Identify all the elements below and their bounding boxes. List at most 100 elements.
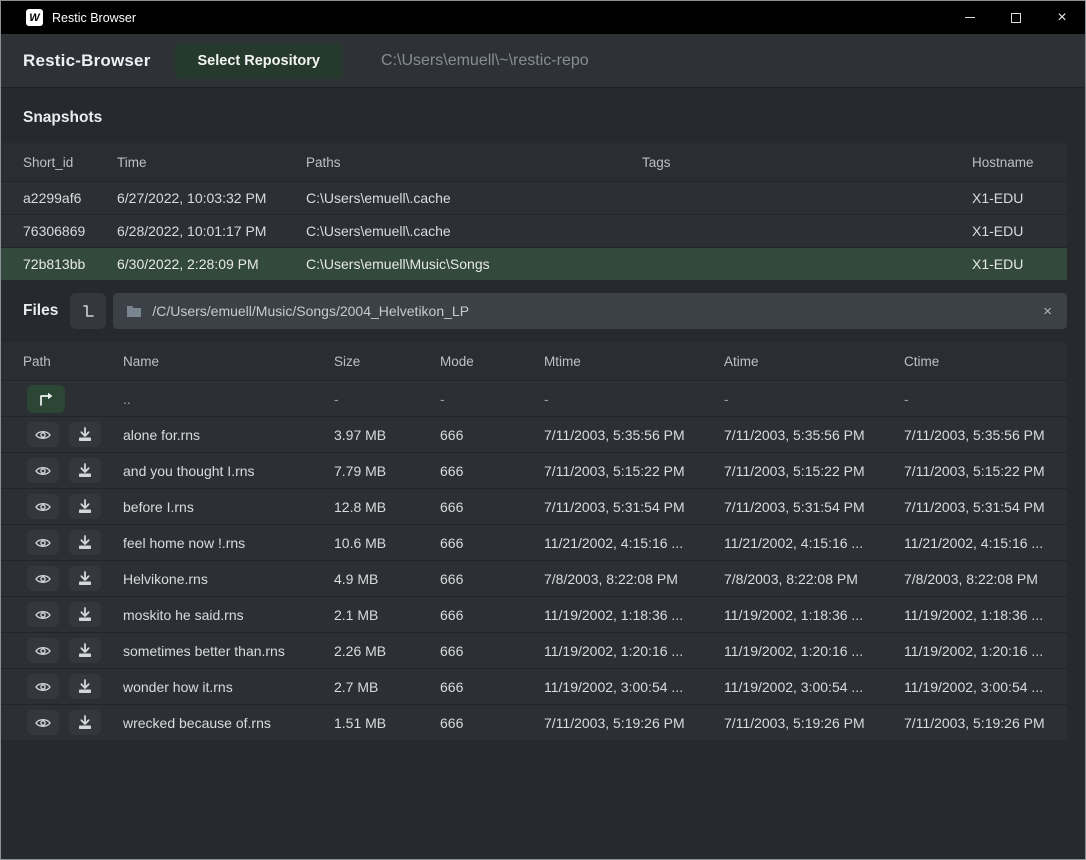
column-header-ctime: Ctime [904, 353, 940, 369]
files-section-title: Files [23, 302, 59, 319]
file-mode: 666 [440, 462, 464, 479]
restore-file-button[interactable] [69, 674, 101, 699]
file-mtime: 11/19/2002, 1:18:36 ... [544, 606, 684, 623]
preview-file-button[interactable] [27, 602, 59, 627]
restore-file-button[interactable] [69, 566, 101, 591]
snapshot-paths: C:\Users\emuell\Music\Songs [306, 256, 490, 272]
file-row[interactable]: moskito he said.rns 2.1 MB 666 11/19/2002, … [1, 596, 1067, 632]
snapshot-time: 6/30/2022, 2:28:09 PM [117, 256, 259, 272]
current-path-bar[interactable]: /C/Users/emuell/Music/Songs/2004_Helveti… [113, 293, 1067, 329]
file-ctime: 11/19/2002, 3:00:54 ... [904, 678, 1044, 695]
file-row[interactable]: wrecked because of.rns 1.51 MB 666 7/11/200… [1, 704, 1067, 740]
preview-eye-icon [35, 718, 51, 727]
column-header-hostname: Hostname [972, 154, 1034, 170]
folder-icon [127, 306, 142, 317]
up-directory-arrow-icon [40, 392, 53, 406]
restore-file-button[interactable] [69, 602, 101, 627]
file-name: Helvikone.rns [123, 570, 208, 587]
download-icon [79, 463, 91, 477]
file-row[interactable]: sometimes better than.rns 2.26 MB 666 11/19… [1, 632, 1067, 668]
clear-path-icon[interactable]: × [1043, 302, 1052, 320]
snapshot-short-id: 72b813bb [23, 256, 86, 272]
maximize-button[interactable] [993, 1, 1039, 34]
tree-view-toggle-button[interactable] [70, 293, 107, 329]
restore-file-button[interactable] [69, 458, 101, 483]
file-name: feel home now !.rns [123, 534, 246, 551]
file-mtime: 7/11/2003, 5:15:22 PM [544, 462, 685, 479]
preview-file-button[interactable] [27, 494, 59, 519]
file-ctime: 11/21/2002, 4:15:16 ... [904, 534, 1044, 551]
snapshot-short-id: 76306869 [23, 223, 86, 239]
file-name: moskito he said.rns [123, 606, 244, 623]
files-table-header: Path Name Size Mode Mtime Atime Ctime [1, 342, 1067, 380]
file-atime: 7/11/2003, 5:31:54 PM [724, 498, 865, 515]
file-row[interactable]: Helvikone.rns 4.9 MB 666 7/8/2003, 8:22:08 … [1, 560, 1067, 596]
file-mtime: 7/11/2003, 5:35:56 PM [544, 426, 685, 443]
download-icon [79, 535, 91, 549]
file-row[interactable]: wonder how it.rns 2.7 MB 666 11/19/2002, 3:… [1, 668, 1067, 704]
download-icon [79, 499, 91, 513]
snapshots-section-title: Snapshots [23, 109, 103, 126]
restore-file-button[interactable] [69, 710, 101, 735]
select-repository-button[interactable]: Select Repository [174, 42, 344, 79]
preview-file-button[interactable] [27, 674, 59, 699]
restore-file-button[interactable] [69, 638, 101, 663]
file-mode: 666 [440, 642, 464, 659]
go-up-directory-button[interactable] [27, 384, 65, 413]
file-ctime: 7/8/2003, 8:22:08 PM [904, 570, 1038, 587]
preview-eye-icon [35, 574, 51, 583]
file-atime: 7/11/2003, 5:19:26 PM [724, 714, 865, 731]
restore-file-button[interactable] [69, 422, 101, 447]
snapshot-paths: C:\Users\emuell\.cache [306, 190, 451, 206]
file-atime: - [724, 390, 729, 407]
preview-file-button[interactable] [27, 458, 59, 483]
column-header-mtime: Mtime [544, 353, 581, 369]
file-size: - [334, 390, 339, 407]
restore-file-button[interactable] [69, 494, 101, 519]
file-size: 4.9 MB [334, 570, 379, 587]
file-row[interactable]: and you thought I.rns 7.79 MB 666 7/11/2003… [1, 452, 1067, 488]
parent-directory-row[interactable]: .. - - - - - [1, 380, 1067, 416]
file-row[interactable]: before I.rns 12.8 MB 666 7/11/2003, 5:31:54… [1, 488, 1067, 524]
snapshot-row[interactable]: a2299af6 6/27/2022, 10:03:32 PM C:\Users… [1, 181, 1067, 214]
file-row[interactable]: alone for.rns 3.97 MB 666 7/11/2003, 5:35:5… [1, 416, 1067, 452]
app-header: Restic-Browser Select Repository C:\User… [1, 34, 1085, 88]
snapshot-row-selected[interactable]: 72b813bb 6/30/2022, 2:28:09 PM C:\Users\… [1, 247, 1067, 280]
preview-file-button[interactable] [27, 530, 59, 555]
file-ctime: 7/11/2003, 5:15:22 PM [904, 462, 1045, 479]
preview-file-button[interactable] [27, 638, 59, 663]
preview-eye-icon [35, 610, 51, 619]
file-size: 7.79 MB [334, 462, 387, 479]
column-header-tags: Tags [642, 154, 671, 170]
close-icon: × [1057, 8, 1067, 26]
close-button[interactable]: × [1039, 1, 1085, 34]
download-icon [79, 427, 91, 441]
file-mode: 666 [440, 714, 464, 731]
snapshot-hostname: X1-EDU [972, 223, 1024, 239]
file-mode: 666 [440, 534, 464, 551]
preview-eye-icon [35, 646, 51, 655]
app-icon: W [26, 9, 43, 26]
snapshot-row[interactable]: 76306869 6/28/2022, 10:01:17 PM C:\Users… [1, 214, 1067, 247]
column-header-name: Name [123, 353, 160, 369]
file-mtime: - [544, 390, 549, 407]
column-header-size: Size [334, 353, 361, 369]
preview-file-button[interactable] [27, 566, 59, 591]
minimize-button[interactable] [947, 1, 993, 34]
file-size: 2.1 MB [334, 606, 379, 623]
preview-file-button[interactable] [27, 422, 59, 447]
empty-area [1, 740, 1085, 859]
file-row[interactable]: feel home now !.rns 10.6 MB 666 11/21/2002,… [1, 524, 1067, 560]
file-mode: 666 [440, 426, 464, 443]
current-path-text: /C/Users/emuell/Music/Songs/2004_Helveti… [152, 303, 470, 319]
file-size: 10.6 MB [334, 534, 387, 551]
preview-file-button[interactable] [27, 710, 59, 735]
app-title: Restic-Browser [23, 50, 151, 70]
file-atime: 7/11/2003, 5:35:56 PM [724, 426, 865, 443]
file-mode: 666 [440, 570, 464, 587]
file-ctime: 7/11/2003, 5:35:56 PM [904, 426, 1045, 443]
file-atime: 11/19/2002, 1:18:36 ... [724, 606, 864, 623]
file-atime: 11/21/2002, 4:15:16 ... [724, 534, 864, 551]
restore-file-button[interactable] [69, 530, 101, 555]
